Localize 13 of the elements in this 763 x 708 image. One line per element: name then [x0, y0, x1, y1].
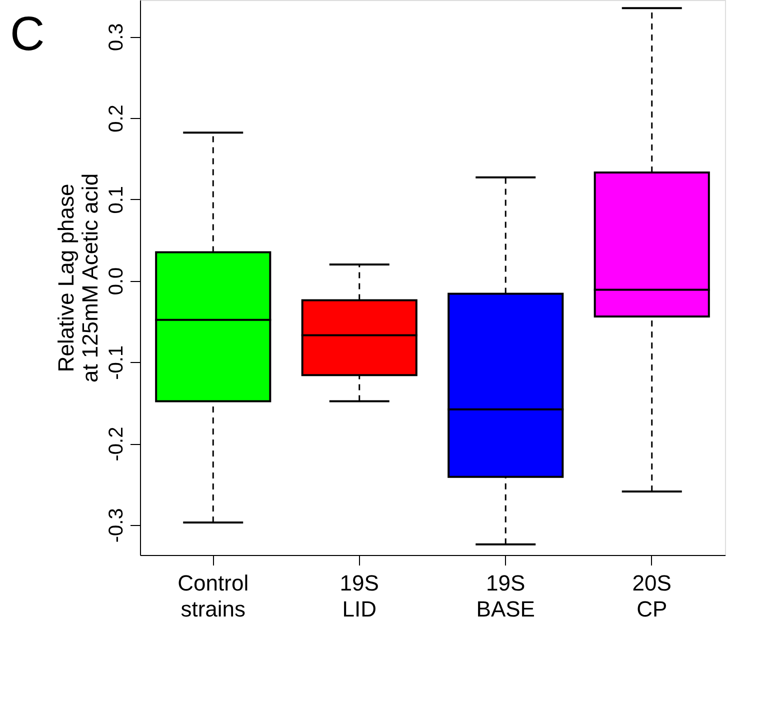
- y-tick-label: -0.2: [106, 426, 128, 462]
- y-tick-label: 0.3: [106, 23, 128, 52]
- y-axis-title: Relative Lag phase at 125mM Acetic acid: [54, 173, 102, 383]
- chart-title: C: [10, 8, 45, 61]
- x-tick-label: Control strains: [178, 570, 249, 622]
- x-tick-label: 20S CP: [632, 570, 672, 622]
- y-tick-label: -0.3: [106, 508, 128, 543]
- y-tick-label: 0.2: [106, 104, 128, 132]
- y-tick-label: 0.1: [106, 186, 128, 214]
- x-tick-label: 19S LID: [340, 570, 379, 622]
- x-tick-label: 19S BASE: [476, 570, 535, 622]
- y-tick-label: 0.0: [106, 267, 128, 296]
- y-tick-label: -0.1: [106, 345, 128, 380]
